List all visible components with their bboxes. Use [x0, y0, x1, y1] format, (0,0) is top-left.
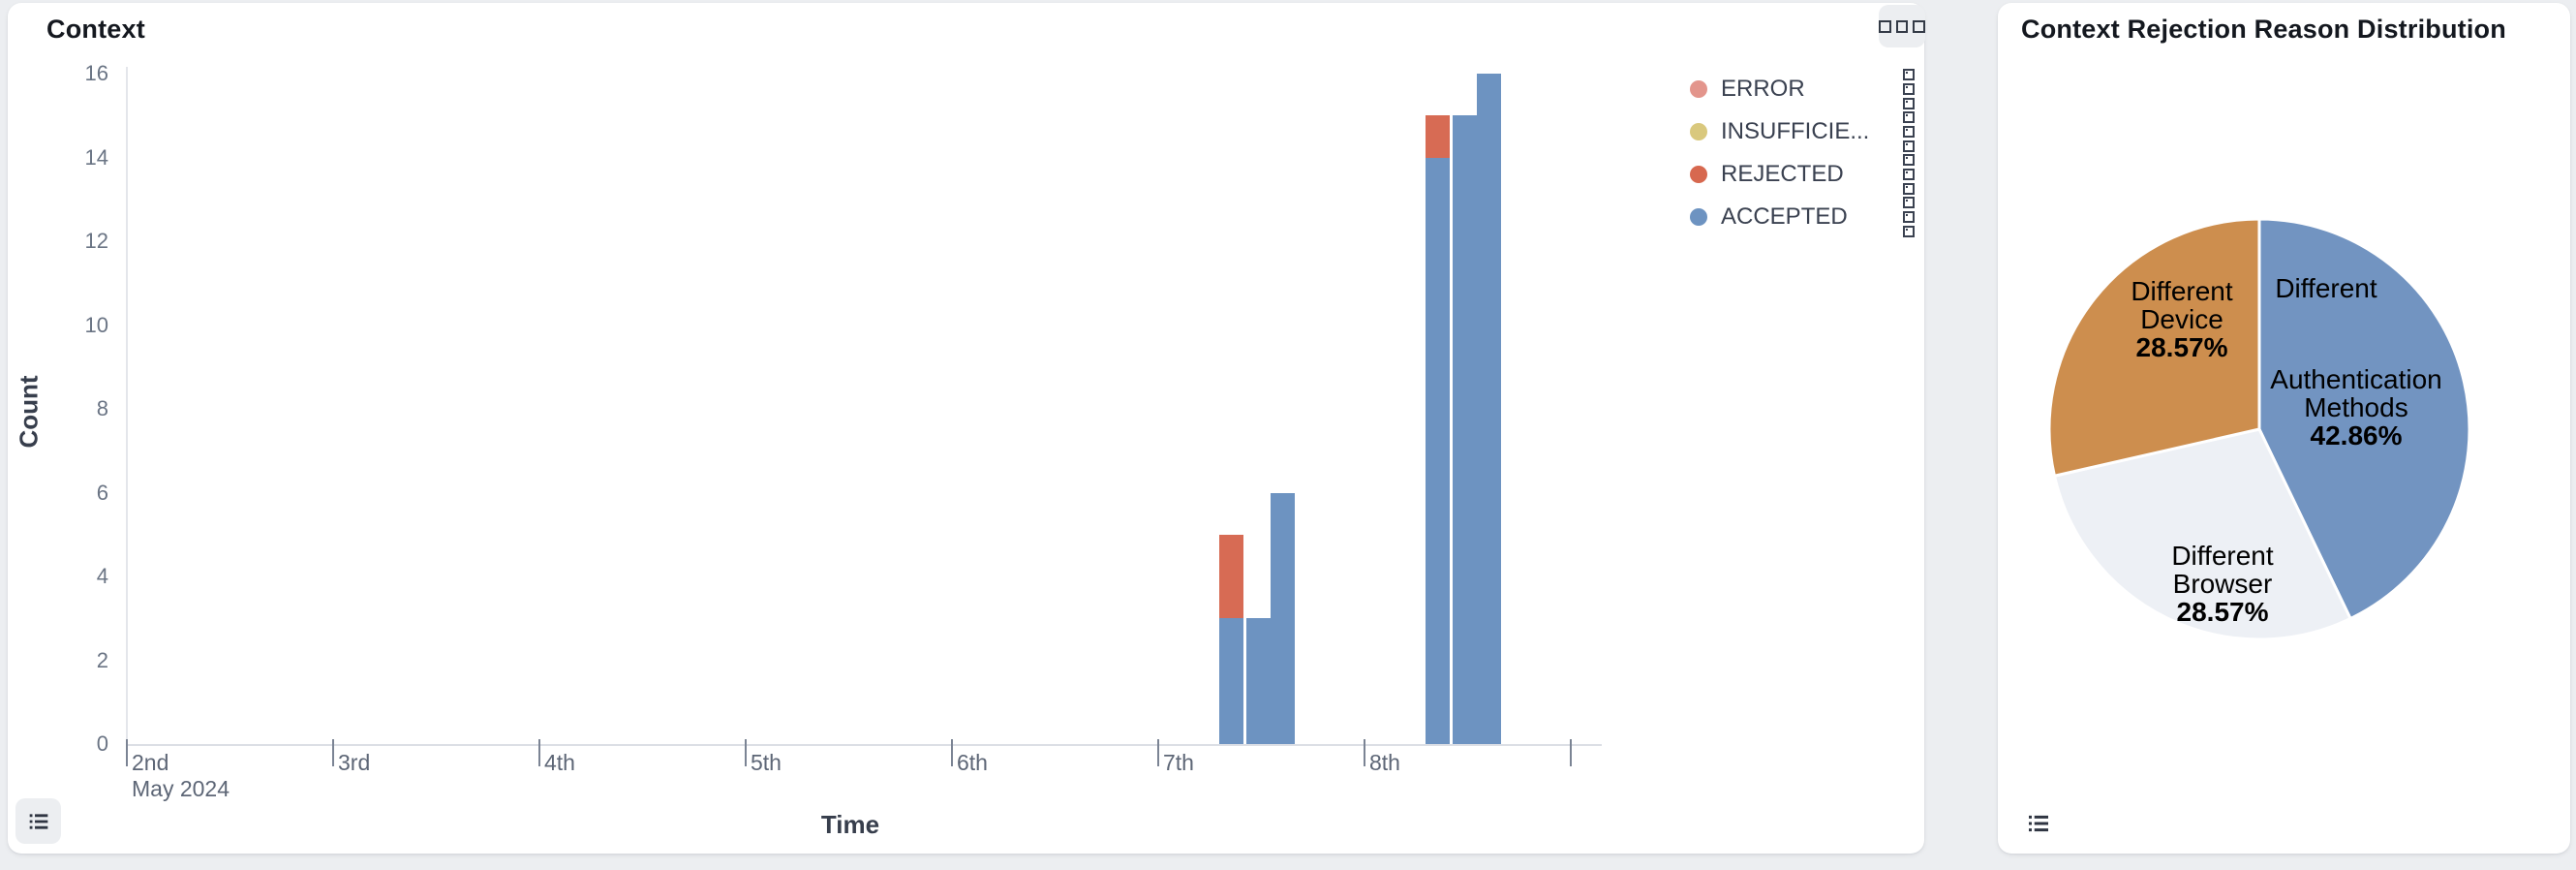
legend-label: REJECTED	[1721, 161, 1844, 187]
bar-segment-rejected[interactable]	[1426, 115, 1450, 158]
square-glyph	[1879, 19, 1891, 33]
panel-title: Context	[46, 15, 145, 44]
legend-drag-handle-icon[interactable]	[1903, 111, 1915, 152]
panel-menu-icon[interactable]	[1879, 5, 1926, 47]
x-tick-label: 3rd	[338, 750, 371, 775]
y-tick-label: 12	[84, 229, 108, 253]
y-tick-label: 16	[84, 61, 108, 85]
pie-slice-different-device[interactable]	[2047, 217, 2261, 478]
x-axis-tick	[1364, 739, 1365, 766]
legend-drag-handle-icon[interactable]	[1903, 197, 1915, 237]
x-axis-tick	[951, 739, 953, 766]
chart-legend: ERROR INSUFFICIE... REJECTED ACCEPTED	[1690, 68, 1915, 238]
square-glyph	[1903, 126, 1915, 138]
pie-chart	[2047, 217, 2471, 641]
square-glyph	[1913, 19, 1926, 33]
y-tick-label: 0	[96, 731, 108, 756]
legend-label: ERROR	[1721, 76, 1805, 102]
legend-drag-handle-icon[interactable]	[1903, 154, 1915, 195]
x-tick-label: 5th	[751, 750, 782, 775]
bar-segment-accepted[interactable]	[1246, 618, 1271, 744]
legend-item-insufficie[interactable]: INSUFFICIE...	[1690, 110, 1915, 153]
x-axis-month-label: May 2024	[132, 776, 230, 801]
x-tick-label: 6th	[957, 750, 988, 775]
x-axis-tick	[126, 739, 128, 766]
y-axis-line	[126, 67, 128, 746]
square-glyph	[1895, 19, 1909, 33]
square-glyph	[1903, 154, 1915, 166]
pie-slice-different-browser[interactable]	[2052, 427, 2352, 641]
bar-segment-rejected[interactable]	[1219, 534, 1243, 619]
data-view-button[interactable]	[15, 798, 61, 844]
y-tick-label: 2	[96, 647, 108, 672]
square-glyph	[1903, 183, 1915, 195]
legend-item-accepted[interactable]: ACCEPTED	[1690, 196, 1915, 238]
legend-item-error[interactable]: ERROR	[1690, 68, 1915, 110]
x-axis-line	[126, 744, 1602, 746]
rejection-reason-panel: Context Rejection Reason Distribution Di…	[1998, 3, 2570, 854]
list-icon	[2029, 815, 2048, 832]
x-tick-label: 2nd	[132, 750, 169, 775]
x-axis-title: Time	[820, 810, 880, 839]
x-axis-tick	[538, 739, 540, 766]
legend-drag-handle-icon[interactable]	[1903, 69, 1915, 109]
bar-segment-accepted[interactable]	[1477, 74, 1501, 744]
square-glyph	[1903, 140, 1915, 152]
square-glyph	[1903, 226, 1915, 237]
legend-label: INSUFFICIE...	[1721, 118, 1870, 144]
x-axis-tick	[332, 739, 334, 766]
y-tick-label: 8	[96, 396, 108, 420]
square-glyph	[1903, 69, 1915, 80]
y-tick-label: 10	[84, 312, 108, 337]
legend-color-dot	[1690, 80, 1707, 98]
legend-color-dot	[1690, 208, 1707, 226]
legend-color-dot	[1690, 123, 1707, 140]
x-axis-tick	[1157, 739, 1159, 766]
square-glyph	[1903, 169, 1915, 180]
square-glyph	[1903, 111, 1915, 123]
x-tick-label: 7th	[1163, 750, 1194, 775]
x-axis-tick	[1570, 739, 1572, 766]
x-axis-tick	[745, 739, 747, 766]
square-glyph	[1903, 83, 1915, 95]
square-glyph	[1903, 211, 1915, 223]
pie-slice-different-authentication-methods[interactable]	[2257, 217, 2471, 621]
x-tick-label: 4th	[544, 750, 575, 775]
panel-title: Context Rejection Reason Distribution	[2021, 15, 2506, 44]
square-glyph	[1903, 98, 1915, 109]
bar-segment-accepted[interactable]	[1271, 492, 1295, 744]
y-tick-label: 6	[96, 480, 108, 505]
legend-color-dot	[1690, 166, 1707, 183]
data-view-button[interactable]	[2019, 804, 2058, 843]
list-icon	[29, 813, 47, 829]
context-chart-panel: Context Count Time 0 2 4 6 8 10 12 14 16 2nd May 2…	[8, 3, 1926, 854]
square-glyph	[1903, 197, 1915, 208]
legend-item-rejected[interactable]: REJECTED	[1690, 153, 1915, 196]
y-tick-label: 4	[96, 564, 108, 588]
legend-label: ACCEPTED	[1721, 203, 1848, 230]
bar-segment-accepted[interactable]	[1219, 618, 1243, 744]
bar-segment-accepted[interactable]	[1453, 115, 1477, 744]
y-axis-title: Count	[14, 375, 44, 449]
bar-segment-accepted[interactable]	[1426, 157, 1450, 744]
y-tick-label: 14	[84, 144, 108, 170]
x-tick-label: 8th	[1369, 750, 1400, 775]
